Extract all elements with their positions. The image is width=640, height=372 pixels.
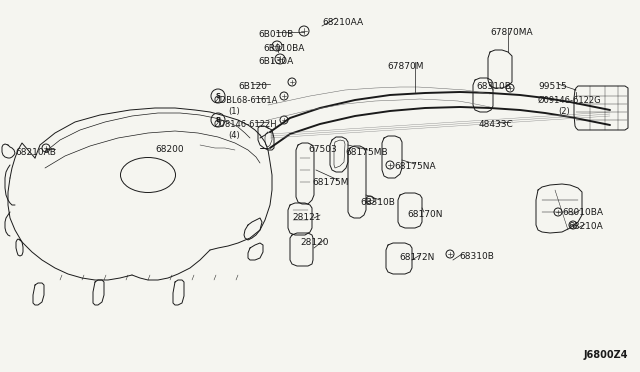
Text: Ø09146-6122G: Ø09146-6122G — [538, 96, 602, 105]
Text: 67870MA: 67870MA — [490, 28, 532, 37]
Text: 67503: 67503 — [308, 145, 337, 154]
Text: 6B130A: 6B130A — [258, 57, 293, 66]
Text: 6B120: 6B120 — [238, 82, 267, 91]
Text: 67870M: 67870M — [387, 62, 424, 71]
Text: 68175M: 68175M — [312, 178, 349, 187]
Text: 68210AB: 68210AB — [15, 148, 56, 157]
Text: ØDBL68-6161A: ØDBL68-6161A — [214, 96, 278, 105]
Text: 68010BA: 68010BA — [562, 208, 603, 217]
Text: (4): (4) — [228, 131, 240, 140]
Text: 68200: 68200 — [155, 145, 184, 154]
Text: 68175MB: 68175MB — [345, 148, 388, 157]
Text: (2): (2) — [558, 107, 570, 116]
Text: 68310B: 68310B — [476, 82, 511, 91]
Text: 28121: 28121 — [292, 213, 321, 222]
Text: J6800Z4: J6800Z4 — [584, 350, 628, 360]
Text: 68170N: 68170N — [407, 210, 442, 219]
Text: 6B010BA: 6B010BA — [263, 44, 305, 53]
Text: 48433C: 48433C — [479, 120, 514, 129]
Text: Ø08146-6122H: Ø08146-6122H — [214, 120, 278, 129]
Text: (1): (1) — [228, 107, 240, 116]
Text: 68210A: 68210A — [568, 222, 603, 231]
Text: 68210AA: 68210AA — [322, 18, 363, 27]
Text: B: B — [216, 117, 221, 123]
Text: 28120: 28120 — [300, 238, 328, 247]
Text: 68310B: 68310B — [360, 198, 395, 207]
Text: S: S — [216, 93, 221, 99]
Text: 68175NA: 68175NA — [394, 162, 436, 171]
Text: 68172N: 68172N — [399, 253, 435, 262]
Text: 68310B: 68310B — [459, 252, 494, 261]
Text: 99515: 99515 — [538, 82, 567, 91]
Text: 6B010B: 6B010B — [258, 30, 293, 39]
